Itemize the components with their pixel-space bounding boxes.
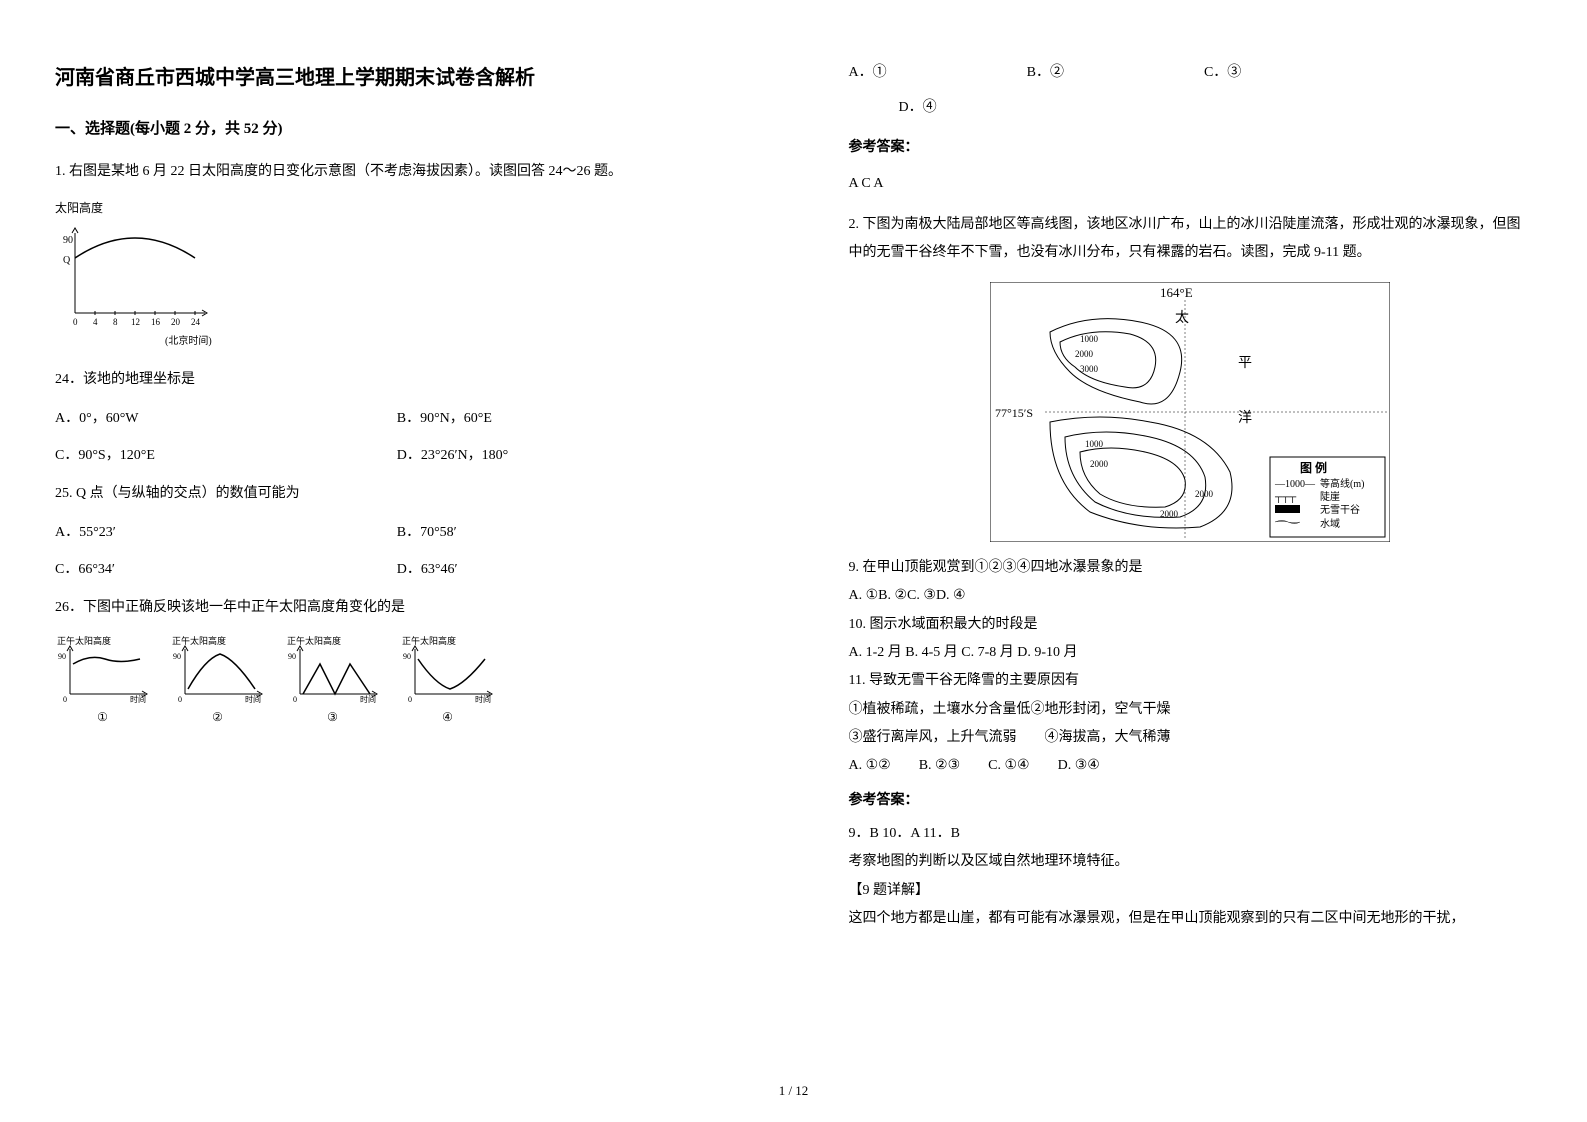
q2-intro: 2. 下图为南极大陆局部地区等高线图，该地区冰川广布，山上的冰川沿陡崖流落，形成… — [849, 211, 1533, 267]
q24-opt-d: D．23°26′N，180° — [397, 443, 739, 468]
svg-text:正午太阳高度: 正午太阳高度 — [287, 635, 341, 646]
svg-text:正午太阳高度: 正午太阳高度 — [57, 635, 111, 646]
q10-text: 10. 图示水域面积最大的时段是 — [849, 614, 1533, 636]
q24-opt-a: A．0°，60°W — [55, 406, 397, 431]
q26-opt-a: A．① — [849, 60, 887, 85]
svg-text:陡崖: 陡崖 — [1320, 491, 1340, 503]
svg-text:16: 16 — [151, 317, 161, 327]
svg-text:图 例: 图 例 — [1300, 460, 1327, 475]
q25-text: 25. Q 点（与纵轴的交点）的数值可能为 — [55, 480, 739, 508]
q26-text: 26．下图中正确反映该地一年中正午太阳高度角变化的是 — [55, 594, 739, 622]
q11-reasons2: ③盛行离岸风，上升气流弱 ④海拔高，大气稀薄 — [849, 727, 1533, 749]
sun-altitude-chart: 太阳高度 90 Q 0 4 8 12 16 20 24 — [55, 198, 739, 351]
q25-opt-b: B．70°58′ — [397, 520, 739, 545]
mini-chart-4: 正午太阳高度 90 0 时间 ④ — [400, 634, 495, 729]
svg-text:77°15′S: 77°15′S — [995, 406, 1033, 420]
q26-opt-d: D．④ — [899, 95, 1533, 120]
page-title: 河南省商丘市西城中学高三地理上学期期末试卷含解析 — [55, 60, 739, 96]
explain-intro: 考察地图的判断以及区域自然地理环境特征。 — [849, 851, 1533, 873]
mini-chart-2-label: ② — [170, 707, 265, 729]
svg-text:等高线(m): 等高线(m) — [1320, 477, 1364, 490]
q26-charts: 正午太阳高度 90 0 时间 ① 正午太阳高度 — [55, 634, 739, 729]
svg-text:90: 90 — [63, 235, 73, 246]
svg-text:1000: 1000 — [1080, 334, 1099, 344]
q25-opt-c: C．66°34′ — [55, 557, 397, 582]
svg-text:2000: 2000 — [1195, 489, 1214, 499]
sun-chart-svg: 90 Q 0 4 8 12 16 20 24 — [55, 223, 215, 333]
map-svg: 164°E 77°15′S 太 平 洋 1000 2000 3000 1000 … — [990, 282, 1390, 542]
explain-q9-header: 【9 题详解】 — [849, 880, 1533, 902]
svg-text:0: 0 — [63, 695, 67, 704]
svg-text:24: 24 — [191, 317, 201, 327]
svg-text:无雪干谷: 无雪干谷 — [1320, 504, 1360, 516]
svg-text:时间: 时间 — [360, 694, 376, 704]
mini-chart-3-label: ③ — [285, 707, 380, 729]
svg-text:1000: 1000 — [1085, 439, 1104, 449]
q11-text: 11. 导致无雪干谷无降雪的主要原因有 — [849, 670, 1533, 692]
svg-text:时间: 时间 — [130, 694, 146, 704]
svg-text:2000: 2000 — [1090, 459, 1109, 469]
q24-opt-b: B．90°N，60°E — [397, 406, 739, 431]
svg-text:164°E: 164°E — [1160, 285, 1193, 300]
svg-text:4: 4 — [93, 317, 98, 327]
q1-intro: 1. 右图是某地 6 月 22 日太阳高度的日变化示意图（不考虑海拔因素）。读图… — [55, 158, 739, 186]
svg-text:0: 0 — [178, 695, 182, 704]
antarctica-map: 164°E 77°15′S 太 平 洋 1000 2000 3000 1000 … — [990, 282, 1390, 542]
svg-text:┬┬┬: ┬┬┬ — [1274, 492, 1297, 503]
section-header-1: 一、选择题(每小题 2 分，共 52 分) — [55, 116, 739, 143]
svg-text:90: 90 — [173, 652, 181, 661]
mini-chart-1: 正午太阳高度 90 0 时间 ① — [55, 634, 150, 729]
q9-text: 9. 在甲山顶能观赏到①②③④四地冰瀑景象的是 — [849, 557, 1533, 579]
q24-text: 24．该地的地理坐标是 — [55, 366, 739, 394]
q24-options-row2: C．90°S，120°E D．23°26′N，180° — [55, 443, 739, 468]
page-number: 1 / 12 — [779, 1079, 809, 1102]
svg-text:0: 0 — [293, 695, 297, 704]
mini-chart-3: 正午太阳高度 90 0 时间 ③ — [285, 634, 380, 729]
svg-text:洋: 洋 — [1238, 410, 1252, 426]
svg-text:0: 0 — [408, 695, 412, 704]
svg-text:90: 90 — [403, 652, 411, 661]
q24-opt-c: C．90°S，120°E — [55, 443, 397, 468]
svg-text:水域: 水域 — [1320, 517, 1340, 530]
chart-x-label: (北京时间) — [165, 333, 739, 351]
mini-chart-4-label: ④ — [400, 707, 495, 729]
svg-text:0: 0 — [73, 317, 78, 327]
chart-y-label: 太阳高度 — [55, 198, 739, 220]
q10-options: A. 1-2 月 B. 4-5 月 C. 7-8 月 D. 9-10 月 — [849, 642, 1533, 664]
q9-options: A. ①B. ②C. ③D. ④ — [849, 585, 1533, 607]
svg-text:Q: Q — [63, 255, 71, 266]
svg-text:2000: 2000 — [1160, 509, 1179, 519]
q25-options-row1: A．55°23′ B．70°58′ — [55, 520, 739, 545]
q26-opt-b: B．② — [1027, 60, 1064, 85]
q24-options-row1: A．0°，60°W B．90°N，60°E — [55, 406, 739, 431]
q25-opt-a: A．55°23′ — [55, 520, 397, 545]
svg-text:90: 90 — [288, 652, 296, 661]
svg-text:时间: 时间 — [245, 694, 261, 704]
svg-text:正午太阳高度: 正午太阳高度 — [402, 635, 456, 646]
ref-answer-header-2: 参考答案： — [849, 788, 1533, 813]
svg-text:正午太阳高度: 正午太阳高度 — [172, 635, 226, 646]
ref-answer-1: A C A — [849, 171, 1533, 196]
q11-options: A. ①② B. ②③ C. ①④ D. ③④ — [849, 755, 1533, 777]
explain-q9-text: 这四个地方都是山崖，都有可能有冰瀑景观，但是在甲山顶能观察到的只有二区中间无地形… — [849, 908, 1533, 930]
svg-text:20: 20 — [171, 317, 181, 327]
svg-text:3000: 3000 — [1080, 364, 1099, 374]
mini-chart-1-label: ① — [55, 707, 150, 729]
svg-text:12: 12 — [131, 317, 140, 327]
mini-chart-2: 正午太阳高度 90 0 时间 ② — [170, 634, 265, 729]
q26-opt-c: C．③ — [1204, 60, 1241, 85]
svg-text:太: 太 — [1175, 310, 1189, 326]
svg-text:平: 平 — [1238, 356, 1252, 371]
q25-options-row2: C．66°34′ D．63°46′ — [55, 557, 739, 582]
ref-answer-2: 9．B 10．A 11．B — [849, 823, 1533, 845]
q26-answer-options: A．① B．② C．③ — [849, 60, 1533, 85]
q25-opt-d: D．63°46′ — [397, 557, 739, 582]
svg-text:时间: 时间 — [475, 694, 491, 704]
ref-answer-header-1: 参考答案： — [849, 135, 1533, 160]
q11-reasons1: ①植被稀疏，土壤水分含量低②地形封闭，空气干燥 — [849, 699, 1533, 721]
svg-text:8: 8 — [113, 317, 118, 327]
svg-text:—1000—: —1000— — [1274, 479, 1316, 490]
svg-text:90: 90 — [58, 652, 66, 661]
svg-text:2000: 2000 — [1075, 349, 1094, 359]
